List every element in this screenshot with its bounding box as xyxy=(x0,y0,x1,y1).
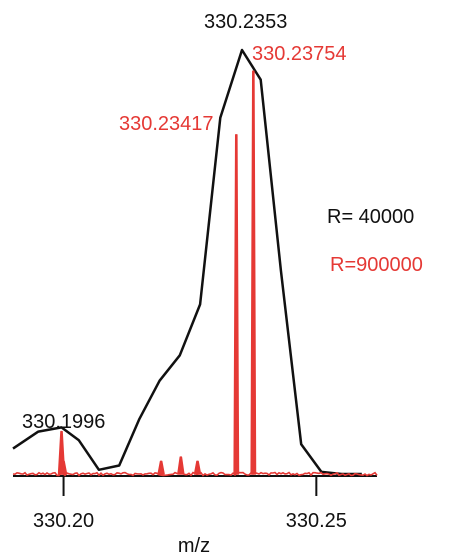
x-tick-label: 330.20 xyxy=(33,510,94,532)
annotation-peak-low-res: 330.2353 xyxy=(204,11,287,33)
resolution-label-high: R=900000 xyxy=(330,254,423,276)
series-peak-high-res xyxy=(177,456,185,475)
series-peak-high-res xyxy=(157,460,165,475)
resolution-label-low: R= 40000 xyxy=(327,206,414,228)
annotation-peak-high-res-right: 330.23754 xyxy=(252,43,347,65)
x-axis-label: m/z xyxy=(178,535,210,556)
x-tick-label: 330.25 xyxy=(286,510,347,532)
plot-area: 330.20 330.25 xyxy=(12,48,378,532)
series-peak-high-res xyxy=(233,134,240,475)
annotation-small-peak: 330.1996 xyxy=(22,411,105,433)
series-peak-high-res xyxy=(250,70,257,475)
annotation-peak-high-res-left: 330.23417 xyxy=(119,113,214,135)
series-line-low-res xyxy=(12,48,362,476)
series-peak-high-res xyxy=(59,460,68,475)
series-peak-high-res xyxy=(193,460,202,475)
